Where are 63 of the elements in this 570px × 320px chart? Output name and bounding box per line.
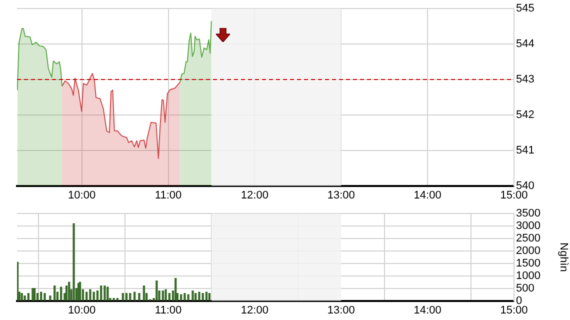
y-tick-label: 3500 [516, 208, 540, 220]
bar [187, 294, 190, 301]
y-tick-label: 3000 [516, 220, 540, 232]
bar [142, 286, 146, 301]
x-tick-label: 11:00 [154, 304, 182, 316]
bar [20, 292, 23, 301]
x-tick-label: 13:00 [327, 304, 355, 316]
bar [125, 292, 128, 301]
bar [122, 292, 124, 301]
y-tick-label: 543 [516, 74, 534, 86]
bar [44, 292, 46, 301]
bar [104, 286, 106, 301]
bar [112, 298, 115, 301]
bar [27, 292, 30, 301]
bar [194, 292, 197, 301]
bar [138, 292, 140, 301]
x-tick-label: 14:00 [414, 304, 442, 316]
bar [202, 292, 204, 301]
x-tick-label: 10:00 [68, 304, 96, 316]
bar [68, 282, 70, 301]
bar [72, 223, 75, 301]
y-tick-label: 542 [516, 108, 534, 121]
y-tick-label: 544 [516, 38, 534, 50]
y-tick-label: 1500 [516, 257, 540, 270]
bar [100, 286, 102, 301]
x-tick-label: 12:00 [240, 189, 268, 202]
bar [60, 286, 62, 301]
y-tick-label: 0 [516, 294, 522, 307]
bar [162, 290, 164, 301]
bar [49, 295, 52, 301]
bar [156, 280, 158, 301]
bar [208, 292, 210, 301]
x-tick-label: 15:00 [500, 189, 528, 202]
bar [32, 288, 34, 301]
y-axis-title: Nghìn [557, 242, 570, 272]
x-tick-label: 14:00 [414, 189, 442, 202]
bar [192, 290, 194, 301]
x-tick-label: 11:00 [154, 189, 182, 202]
bar [106, 286, 109, 301]
bar [33, 288, 36, 301]
bar [198, 292, 200, 301]
bar [180, 294, 182, 301]
bar [184, 292, 186, 301]
x-tick-label: 10:00 [68, 189, 96, 202]
bar [89, 289, 92, 301]
y-tick-label: 540 [516, 180, 534, 192]
bar [129, 292, 132, 301]
y-tick-label: 1000 [516, 270, 540, 282]
bar [17, 262, 19, 301]
bar [168, 292, 170, 301]
x-tick-label: 13:00 [327, 189, 355, 202]
bar [174, 278, 177, 301]
y-tick-label: 2000 [516, 245, 540, 258]
bar [54, 286, 56, 301]
y-tick-label: 545 [516, 2, 534, 15]
x-tick-label: 15:00 [500, 304, 528, 316]
y-tick-label: 500 [516, 282, 534, 294]
x-tick-label: 12:00 [240, 304, 268, 316]
bar [24, 295, 26, 301]
y-tick-label: 2500 [516, 232, 540, 245]
bar [65, 286, 68, 301]
y-tick-label: 541 [516, 144, 534, 156]
bar [164, 289, 167, 301]
